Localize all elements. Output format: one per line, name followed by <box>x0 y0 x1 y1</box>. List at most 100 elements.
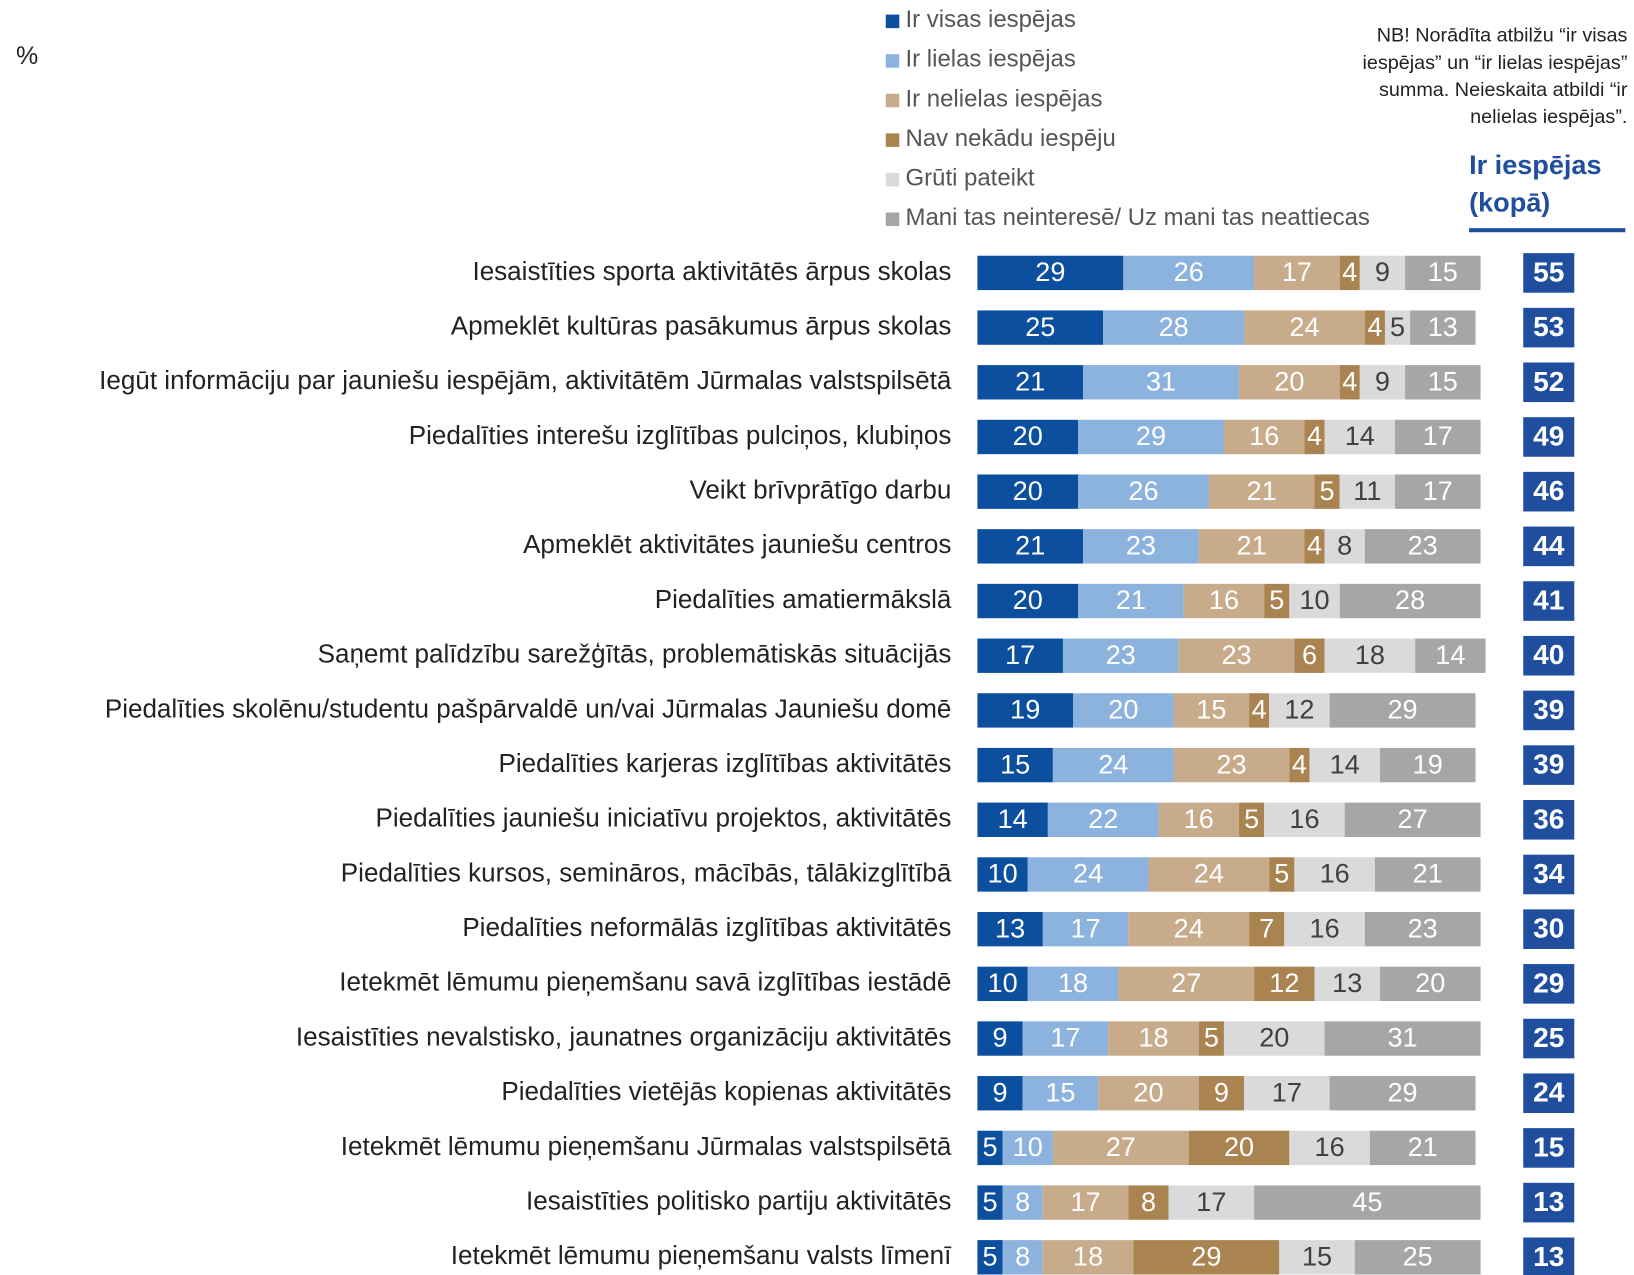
bar-segment <box>1108 1021 1199 1056</box>
value-label: 10 <box>988 858 1018 889</box>
value-label: 23 <box>1216 748 1246 779</box>
value-label: 5 <box>1320 475 1335 506</box>
value-label: 21 <box>1116 584 1146 615</box>
value-label: 10 <box>988 967 1018 998</box>
bar-segment <box>977 1240 1003 1275</box>
bar-segment <box>1339 365 1360 400</box>
total-label: 15 <box>1533 1131 1564 1162</box>
bar-segment <box>1188 1130 1290 1166</box>
value-label: 9 <box>1375 256 1390 287</box>
legend-label: Ir nelielas iespējas <box>906 85 1103 112</box>
bar-segment <box>1027 966 1119 1002</box>
bar-segment <box>1052 747 1174 783</box>
category-label: Iesaistīties politisko partiju aktivitāt… <box>526 1185 951 1215</box>
legend-label: Ir visas iespējas <box>906 6 1076 33</box>
bar-segment <box>1374 857 1481 892</box>
value-label: 13 <box>1332 967 1362 998</box>
category-label: Saņemt palīdzību sarežģītās, problemātis… <box>318 639 952 669</box>
bar-segment <box>1314 966 1380 1002</box>
bar-segment <box>1198 1076 1245 1111</box>
bar-segment <box>1264 802 1345 837</box>
legend-label: Mani tas neinteresē/ Uz mani tas neattie… <box>906 204 1370 231</box>
bar-segment <box>1042 1240 1134 1275</box>
category-label: Ietekmēt lēmumu pieņemšanu valsts līmenī <box>451 1240 952 1270</box>
total-box <box>1523 1182 1575 1223</box>
value-label: 19 <box>1413 748 1443 779</box>
bar-segment <box>1022 1076 1099 1111</box>
bar-segment <box>1239 365 1340 400</box>
bar-segment <box>1410 310 1476 345</box>
value-label: 16 <box>1320 858 1350 889</box>
value-label: 24 <box>1194 858 1224 889</box>
bar-segment <box>977 747 1053 783</box>
note-line: nelielas iespējas”. <box>1470 106 1627 128</box>
total-box <box>1523 635 1575 676</box>
value-label: 15 <box>1428 365 1458 396</box>
bar-segment <box>1269 693 1330 728</box>
total-label: 53 <box>1533 311 1564 342</box>
value-label: 15 <box>1428 256 1458 287</box>
total-label: 39 <box>1533 694 1564 725</box>
bar-segment <box>1002 1240 1043 1275</box>
category-label: Piedalīties kursos, semināros, mācībās, … <box>341 857 952 887</box>
bar-segment <box>1339 474 1396 509</box>
value-label: 18 <box>1138 1022 1168 1053</box>
bar-segment <box>1073 693 1174 728</box>
bar-segment <box>1208 474 1315 509</box>
total-label: 46 <box>1533 475 1564 506</box>
bar-segment <box>1364 529 1481 564</box>
category-label: Piedalīties neformālās izglītības aktivi… <box>462 912 951 942</box>
value-label: 17 <box>1282 256 1312 287</box>
value-label: 21 <box>1413 858 1443 889</box>
bar-segment <box>1395 419 1481 455</box>
value-label: 17 <box>1423 420 1453 451</box>
bar-segment <box>977 802 1048 837</box>
category-label: Piedalīties interešu izglītības pulciņos… <box>409 420 952 450</box>
category-label: Piedalīties karjeras izglītības aktivitā… <box>499 748 952 778</box>
value-label: 25 <box>1025 311 1055 342</box>
bar-segment <box>1173 693 1250 728</box>
value-label: 23 <box>1126 530 1156 561</box>
value-label: 15 <box>1196 694 1226 725</box>
value-label: 25 <box>1403 1240 1433 1271</box>
value-label: 4 <box>1367 311 1382 342</box>
bar-segment <box>1118 966 1255 1002</box>
value-label: 24 <box>1073 858 1103 889</box>
value-label: 29 <box>1035 256 1065 287</box>
total-title: (kopā) <box>1469 186 1550 217</box>
value-label: 5 <box>1390 311 1405 342</box>
total-box <box>1523 581 1575 621</box>
value-label: 20 <box>1224 1131 1254 1162</box>
total-box <box>1523 526 1575 567</box>
bar-segment <box>1244 310 1365 345</box>
value-label: 9 <box>993 1076 1008 1107</box>
value-label: 12 <box>1284 694 1314 725</box>
total-box <box>1523 854 1575 895</box>
bar-segment <box>977 857 1028 892</box>
category-label: Iesaistīties sporta aktivitātēs ārpus sk… <box>472 256 951 286</box>
value-label: 17 <box>1005 639 1035 670</box>
total-label: 30 <box>1533 913 1564 944</box>
value-label: 28 <box>1395 584 1425 615</box>
category-label: Iesaistīties nevalstisko, jaunatnes orga… <box>296 1021 951 1051</box>
total-label: 29 <box>1533 967 1564 998</box>
value-label: 27 <box>1398 803 1428 834</box>
total-label: 52 <box>1533 366 1564 397</box>
bar-segment <box>1304 419 1325 455</box>
value-label: 4 <box>1342 365 1357 396</box>
value-label: 16 <box>1289 803 1319 834</box>
bar-segment <box>1324 529 1365 564</box>
bar-segment <box>1239 802 1265 837</box>
value-label: 23 <box>1221 639 1251 670</box>
value-label: 9 <box>1375 365 1390 396</box>
bar-segment <box>1148 857 1270 892</box>
value-label: 5 <box>1274 858 1289 889</box>
note-line: iespējas” un “ir lielas iespējas” <box>1362 52 1627 74</box>
value-label: 21 <box>1237 530 1267 561</box>
value-label: 12 <box>1269 967 1299 998</box>
category-label: Piedalīties amatiermākslā <box>655 584 952 614</box>
bar-segment <box>1223 419 1305 455</box>
bar-segment <box>1198 529 1305 564</box>
value-label: 8 <box>1015 1240 1030 1271</box>
